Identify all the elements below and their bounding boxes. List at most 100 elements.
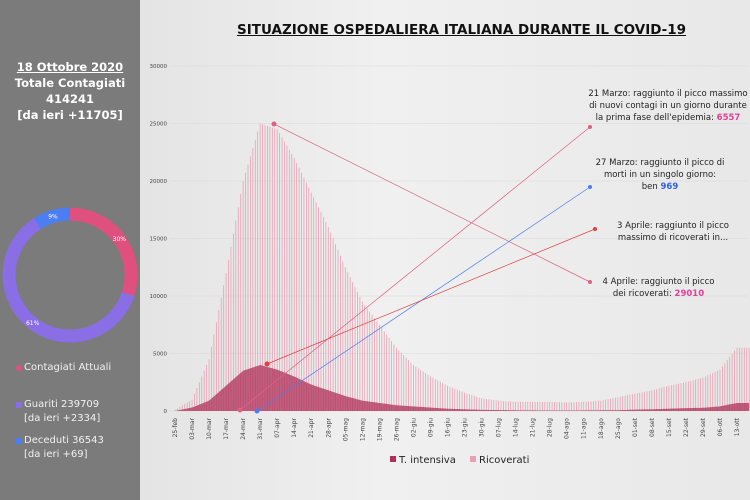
- bar-ricoverati: [490, 399, 492, 411]
- note-contagi: 21 Marzo: raggiunto il picco massimo di …: [588, 88, 748, 124]
- bar-ricoverati: [254, 139, 256, 411]
- bar-ricoverati: [281, 137, 283, 411]
- y-tick-label: 30000: [150, 64, 168, 70]
- x-tick-label: 29-set: [700, 417, 707, 437]
- bar-ricoverati: [201, 376, 203, 411]
- x-tick-label: 30-giu: [479, 418, 486, 437]
- bar-ricoverati: [271, 127, 273, 411]
- bar-ricoverati: [259, 123, 261, 411]
- bar-ricoverati: [403, 355, 405, 411]
- bar-ricoverati: [695, 379, 697, 411]
- bar-ricoverati: [374, 318, 375, 411]
- y-tick-label: 10000: [150, 294, 168, 300]
- bar-ricoverati: [250, 156, 251, 411]
- bar-ricoverati: [600, 400, 602, 411]
- bar-ricoverati: [585, 401, 587, 411]
- annotation-marker: [237, 407, 243, 413]
- bar-ricoverati: [439, 381, 441, 411]
- note-ricoverati: 4 Aprile: raggiunto il picco dei ricover…: [596, 276, 721, 300]
- legend-delta: [da ieri +69]: [24, 449, 88, 460]
- bar-ricoverati: [267, 125, 268, 411]
- bar-ricoverati: [220, 297, 222, 411]
- bar-ricoverati: [369, 311, 371, 411]
- bar-ricoverati: [524, 401, 526, 411]
- bar-ricoverati: [510, 401, 512, 411]
- bar-ricoverati: [692, 380, 694, 411]
- legend-label: Contagiati Attuali: [24, 362, 112, 373]
- x-tick-label: 04-ago: [564, 418, 571, 439]
- bar-ricoverati: [712, 373, 714, 411]
- bar-ricoverati: [245, 172, 246, 411]
- bar-ricoverati: [607, 399, 609, 411]
- bar-ricoverati: [213, 334, 215, 411]
- bar-ricoverati: [191, 399, 193, 411]
- x-tick-label: 21-apr: [308, 417, 315, 437]
- bar-ricoverati: [619, 396, 621, 411]
- bar-ricoverati: [690, 380, 692, 411]
- legend-swatch: [390, 456, 396, 462]
- bar-ricoverati: [534, 401, 536, 411]
- bar-ricoverati: [320, 212, 322, 411]
- bar-ricoverati: [700, 378, 701, 411]
- total-label: Totale Contagiati: [14, 76, 126, 90]
- x-tick-label: 13-ott: [734, 417, 741, 436]
- bar-ricoverati: [186, 402, 188, 411]
- bar-ricoverati: [515, 401, 517, 411]
- annotation-marker: [271, 121, 277, 127]
- bar-ricoverati: [678, 383, 680, 411]
- y-tick-label: 20000: [150, 179, 168, 185]
- bar-ricoverati: [717, 370, 718, 411]
- total-value: 414241: [45, 92, 94, 106]
- x-tick-label: 14-lug: [513, 418, 520, 437]
- chart-title: SITUAZIONE OSPEDALIERA ITALIANA DURANTE …: [237, 22, 687, 38]
- bar-ricoverati: [653, 389, 655, 411]
- bar-ricoverati: [724, 363, 726, 411]
- bar-ricoverati: [206, 365, 208, 411]
- bar-ricoverati: [590, 401, 592, 411]
- bar-ricoverati: [675, 384, 677, 411]
- bar-ricoverati: [269, 126, 271, 412]
- bar-ricoverati: [393, 344, 395, 411]
- bar-ricoverati: [422, 371, 424, 411]
- bar-ricoverati: [532, 401, 534, 411]
- bar-ricoverati: [551, 401, 553, 411]
- bar-ricoverati: [242, 181, 244, 411]
- bar-ricoverati: [734, 350, 735, 411]
- bar-ricoverati: [522, 401, 524, 411]
- bar-ricoverati: [529, 401, 531, 411]
- x-tick-label: 17-mar: [223, 417, 230, 439]
- bar-ricoverati: [571, 402, 572, 411]
- bar-ricoverati: [196, 388, 198, 411]
- bar-ricoverati: [663, 387, 665, 411]
- donut-chart: 30% 61% 9%: [2, 207, 138, 343]
- chart-panel: [140, 0, 750, 500]
- bar-ricoverati: [398, 350, 400, 411]
- bar-ricoverati: [478, 397, 480, 411]
- bar-ricoverati: [736, 347, 738, 411]
- bar-ricoverati: [313, 197, 315, 411]
- x-tick-label: 11-ago: [581, 418, 588, 439]
- note-morti: 27 Marzo: raggiunto il picco di morti in…: [595, 157, 725, 193]
- bar-ricoverati: [447, 385, 448, 411]
- bar-ricoverati: [486, 399, 487, 411]
- bar-ricoverati: [614, 397, 616, 411]
- bar-ricoverati: [235, 220, 237, 411]
- bar-ricoverati: [629, 394, 631, 411]
- bar-ricoverati: [400, 352, 402, 411]
- bar-ricoverati: [315, 202, 317, 411]
- donut-slice: [69, 207, 138, 296]
- x-tick-label: 01-set: [632, 417, 639, 437]
- bar-ricoverati: [335, 244, 336, 411]
- bar-ricoverati: [449, 386, 451, 411]
- annotation-line: [239, 126, 591, 411]
- bar-ricoverati: [381, 328, 383, 411]
- bar-ricoverati: [208, 359, 210, 411]
- x-tick-label: 08-set: [649, 417, 656, 437]
- legend-label: T. intensiva: [398, 455, 456, 466]
- bar-ricoverati: [549, 401, 551, 411]
- x-tick-label: 26-mag: [393, 418, 400, 441]
- annotation-line: [266, 228, 596, 365]
- x-tick-label: 15-set: [666, 417, 673, 437]
- bar-ricoverati: [174, 409, 176, 411]
- bar-ricoverati: [286, 145, 288, 411]
